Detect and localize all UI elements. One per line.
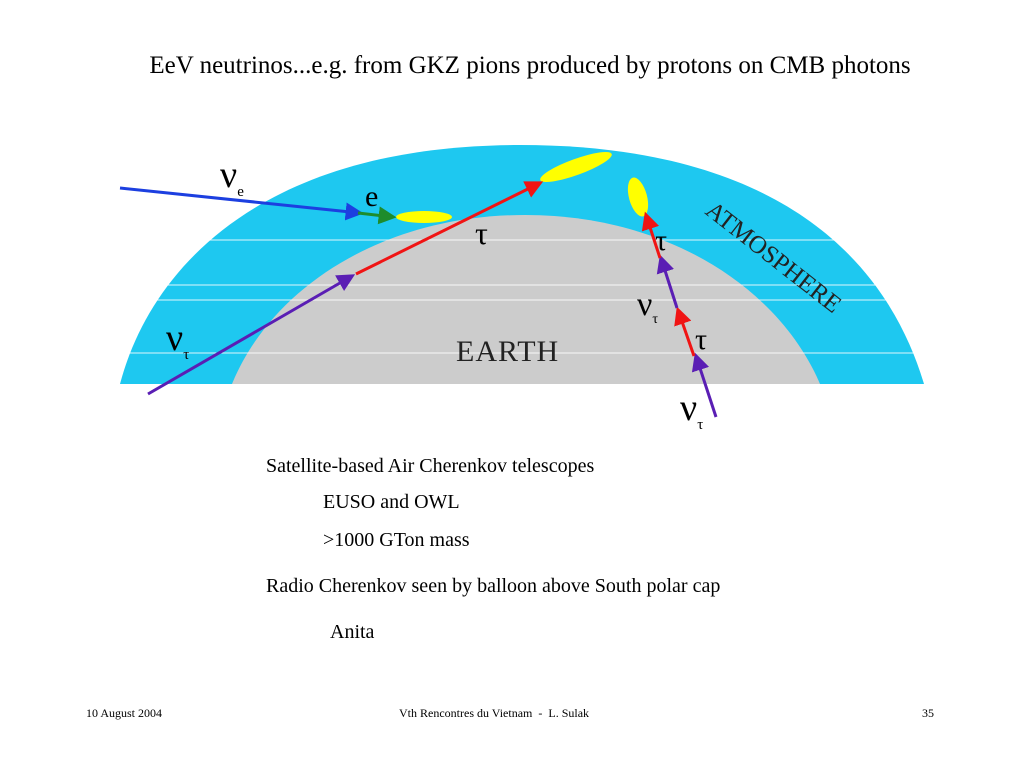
bullet-line: Satellite-based Air Cherenkov telescopes bbox=[266, 455, 595, 477]
slide-title: EeV neutrinos...e.g. from GKZ pions prod… bbox=[149, 52, 911, 79]
nu-tau-label-left: ντ bbox=[166, 317, 189, 363]
nu-tau-track-right-lower bbox=[691, 352, 718, 418]
bullet-line: Anita bbox=[330, 621, 375, 643]
footer-center: Vth Rencontres du Vietnam - L. Sulak bbox=[399, 706, 590, 720]
nu-symbol: ν bbox=[637, 286, 652, 323]
nu-e-label: νe bbox=[220, 154, 244, 200]
nu-e-track bbox=[119, 186, 364, 221]
tau-track-left bbox=[355, 181, 544, 276]
page-number: 35 bbox=[922, 706, 934, 720]
nu-e-subscript: e bbox=[237, 184, 244, 200]
tau-label-right-upper: τ bbox=[655, 224, 667, 257]
electron-track bbox=[357, 206, 397, 225]
nu-tau-subscript: τ bbox=[652, 312, 658, 327]
tau-shower-left bbox=[540, 151, 612, 183]
tau-track-right-lower bbox=[674, 306, 696, 357]
earth-label: EARTH bbox=[456, 335, 559, 368]
electron-label: e bbox=[365, 180, 378, 213]
footer-date: 10 August 2004 bbox=[86, 706, 163, 720]
nu-tau-label-right-middle: ντ bbox=[637, 286, 658, 327]
nu-tau-track-right-upper bbox=[656, 254, 679, 309]
tau-shower-right bbox=[627, 177, 649, 217]
tau-label-left: τ bbox=[475, 215, 488, 251]
tau-label-right-lower: τ bbox=[695, 323, 707, 356]
bullet-line: EUSO and OWL bbox=[323, 491, 460, 513]
nu-symbol: ν bbox=[220, 154, 237, 196]
tau-track-right-upper bbox=[641, 211, 662, 259]
bullet-line: Radio Cherenkov seen by balloon above So… bbox=[266, 575, 721, 597]
nu-symbol: ν bbox=[680, 387, 697, 429]
bullet-line: >1000 GTon mass bbox=[323, 529, 470, 551]
nu-tau-track-left bbox=[147, 274, 356, 396]
neutrino-detection-diagram: νe e τ ντ τ ντ τ ντ EARTH ATMOSPHERE bbox=[119, 145, 924, 433]
nu-tau-label-right-bottom: ντ bbox=[680, 387, 703, 433]
nu-symbol: ν bbox=[166, 317, 183, 359]
electron-shower bbox=[396, 211, 452, 223]
nu-tau-subscript: τ bbox=[697, 417, 703, 433]
nu-tau-subscript: τ bbox=[183, 347, 189, 363]
scan-lines bbox=[120, 239, 924, 354]
